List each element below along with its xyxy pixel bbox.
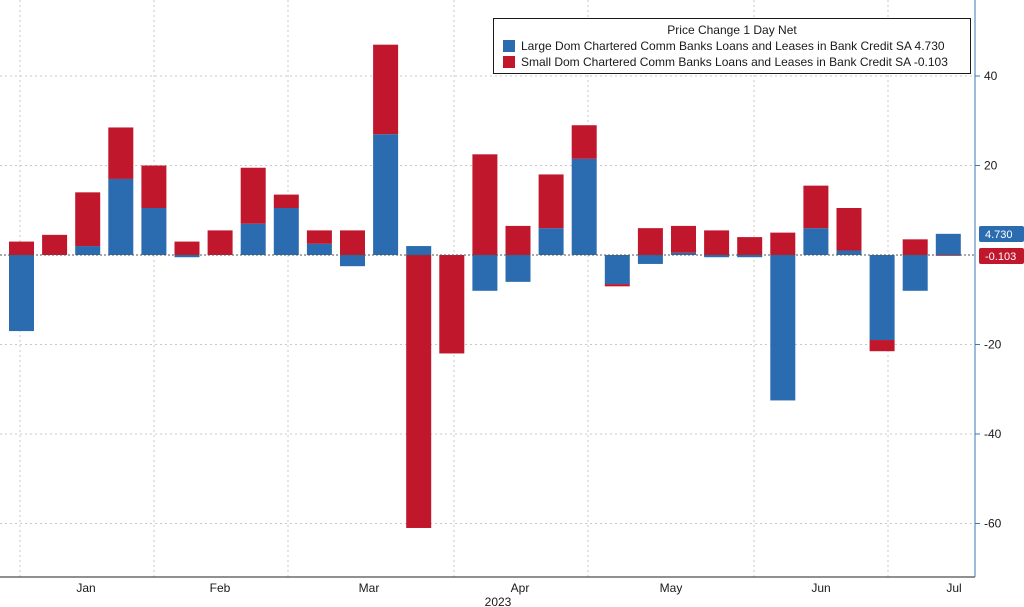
value-badge-small-text: -0.103: [985, 251, 1016, 263]
bar-large: [240, 223, 266, 255]
bar-small: [571, 125, 597, 159]
x-axis-labels: Jan Feb Mar Apr May Jun Jul: [76, 581, 961, 595]
x-month-label: Feb: [210, 581, 231, 595]
bar-small: [737, 237, 763, 255]
x-month-label: Jan: [76, 581, 95, 595]
bar-large: [869, 255, 895, 341]
bar-large: [637, 255, 663, 264]
bar-small: [902, 239, 928, 255]
bar-large: [671, 252, 696, 255]
value-badge-large-text: 4.730: [985, 229, 1013, 241]
bar-small: [273, 194, 299, 209]
bar-large: [472, 255, 498, 291]
bar-small: [604, 284, 630, 287]
value-badge-small-bg: [979, 248, 1024, 264]
bar-large: [935, 233, 961, 255]
bar-small: [671, 225, 696, 253]
x-month-label: Apr: [511, 581, 530, 595]
bar-small: [803, 185, 829, 229]
bar-small: [869, 340, 895, 352]
x-month-label: May: [660, 581, 683, 595]
bar-large: [340, 255, 365, 267]
value-badge-large-bg: [979, 226, 1024, 242]
bar-small: [141, 165, 167, 209]
bar-small: [174, 241, 200, 255]
bar-large: [373, 134, 399, 255]
legend-label-small: Small Dom Chartered Comm Banks Loans and…: [521, 55, 948, 69]
y-tick-label: -60: [984, 517, 1002, 531]
bar-small: [836, 208, 862, 251]
bar-small: [770, 232, 796, 255]
legend-swatch-large: [503, 40, 515, 52]
legend-item-large: Large Dom Chartered Comm Banks Loans and…: [494, 38, 970, 54]
legend-title: Price Change 1 Day Net: [667, 23, 797, 37]
legend-item-small: Small Dom Chartered Comm Banks Loans and…: [494, 54, 970, 70]
bar-large: [273, 208, 299, 255]
y-tick-label: 40: [984, 69, 998, 83]
bar-small: [472, 154, 498, 255]
x-month-label: Mar: [359, 581, 380, 595]
bar-large: [902, 255, 928, 291]
value-badge-large: 4.730: [979, 226, 1024, 242]
bar-small: [637, 228, 663, 255]
bar-large: [704, 255, 730, 258]
bar-large: [174, 255, 200, 258]
bar-large: [505, 255, 531, 282]
bar-small: [373, 44, 399, 135]
year-label: 2023: [485, 595, 512, 607]
bars: [9, 44, 961, 528]
bar-small: [9, 241, 34, 255]
y-tick-label: -40: [984, 427, 1002, 441]
legend-swatch-small: [503, 56, 515, 68]
x-month-label: Jun: [811, 581, 830, 595]
bar-large: [75, 246, 101, 255]
bar-large: [803, 228, 829, 255]
bar-large: [770, 255, 796, 401]
bar-small: [306, 230, 332, 244]
legend-label-large: Large Dom Chartered Comm Banks Loans and…: [521, 39, 945, 53]
value-badge-small: -0.103: [979, 248, 1024, 264]
bar-large: [406, 246, 432, 255]
bar-large: [9, 255, 34, 332]
bar-large: [108, 178, 134, 255]
bar-small: [439, 255, 465, 354]
bar-large: [538, 228, 564, 255]
bar-large: [141, 208, 167, 255]
y-axis-ticks: 40 20 -20 -40 -60: [975, 69, 1002, 531]
bar-large: [604, 255, 630, 285]
bar-small: [538, 174, 564, 229]
bar-small: [340, 230, 365, 255]
chart-legend: Price Change 1 Day Net Large Dom Charter…: [493, 18, 971, 74]
bar-large: [836, 250, 862, 255]
bar-small: [207, 230, 233, 255]
bar-small: [108, 127, 134, 179]
x-month-label: Jul: [946, 581, 961, 595]
bar-small: [42, 234, 68, 255]
y-tick-label: -20: [984, 338, 1002, 352]
gridlines: [0, 75, 975, 524]
bar-small: [505, 225, 531, 255]
month-separators: [19, 0, 889, 577]
y-tick-label: 20: [984, 159, 998, 173]
bar-large: [737, 255, 763, 258]
bar-small: [75, 192, 101, 247]
bar-small: [704, 230, 730, 255]
bar-small: [406, 255, 432, 528]
bar-large: [306, 243, 332, 255]
bar-large: [571, 158, 597, 255]
bar-small: [240, 167, 266, 224]
